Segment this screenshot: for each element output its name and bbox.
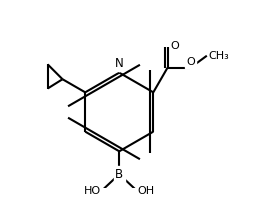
- Text: B: B: [115, 168, 123, 181]
- Text: N: N: [115, 57, 124, 70]
- Text: HO: HO: [83, 186, 101, 196]
- Text: O: O: [186, 57, 195, 67]
- Text: O: O: [171, 41, 179, 51]
- Text: CH₃: CH₃: [209, 51, 229, 61]
- Text: OH: OH: [138, 186, 155, 196]
